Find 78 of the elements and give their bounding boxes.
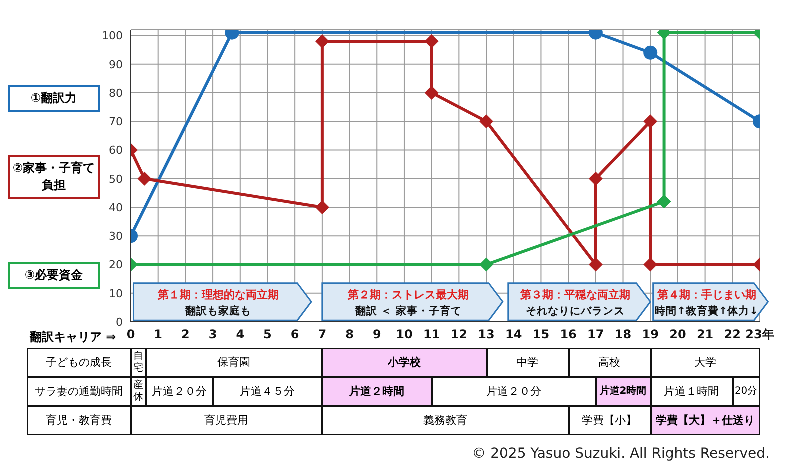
y-tick-label: 80 <box>109 86 123 100</box>
x-tick-label: 16 <box>560 328 577 342</box>
annotation: それなりにバランス <box>526 305 626 318</box>
x-tick-label: 15 <box>532 328 550 342</box>
y-tick-label: 0 <box>116 316 123 329</box>
text: 片道2時間 <box>596 377 651 406</box>
x-tick-label: 1 <box>154 328 163 342</box>
y-tick-label: 50 <box>109 172 123 186</box>
text: 学費【小】 <box>568 406 651 435</box>
band-label: 第１期：理想的な両立期 <box>157 288 280 302</box>
text: サラ妻の通勤時間 <box>27 377 131 406</box>
point <box>480 258 494 272</box>
text: 小学校 <box>322 348 486 377</box>
text: ③必要資金 <box>8 262 100 289</box>
text: ①翻訳力 <box>8 85 100 112</box>
point <box>657 194 672 209</box>
y-tick-label: 100 <box>102 30 123 43</box>
x-tick-label: 5 <box>264 328 272 342</box>
x-tick-label: 7 <box>318 328 327 342</box>
x-tick-label: 4 <box>236 328 245 342</box>
y-tick-label: 20 <box>109 258 123 272</box>
x-tick-label: 23年 <box>746 328 774 342</box>
y-tick-label: 60 <box>109 144 123 158</box>
text: 子どもの成長 <box>27 348 131 377</box>
x-tick-label: 3 <box>208 328 218 342</box>
text: 高校 <box>568 348 651 377</box>
text: 育児費用 <box>131 406 322 435</box>
x-axis-title: 翻訳キャリア ⇒ <box>30 329 116 346</box>
x-tick-label: 20 <box>670 328 686 342</box>
x-tick-label: 19 <box>642 328 659 342</box>
annotation: 翻訳も家庭も <box>184 304 252 318</box>
band-label: 第４期：手じまい期 <box>656 288 756 302</box>
point <box>424 86 439 100</box>
text: 片道４５分 <box>213 377 322 406</box>
text: 20分 <box>732 377 760 406</box>
x-tick-label: 17 <box>588 328 604 342</box>
x-tick-label: 2 <box>182 328 190 342</box>
y-tick-label: 90 <box>109 58 123 72</box>
text: 片道２時間 <box>322 377 432 406</box>
point <box>424 34 439 48</box>
band-label: 第２期：ストレス最大期 <box>347 288 470 302</box>
text: 中学 <box>486 348 569 377</box>
text: 片道２０分 <box>146 377 214 406</box>
text: 義務教育 <box>322 406 569 435</box>
x-tick-label: 21 <box>696 328 714 342</box>
x-tick-label: 9 <box>372 328 382 342</box>
x-tick-label: 6 <box>290 328 300 342</box>
x-tick-label: 14 <box>506 328 522 342</box>
point <box>644 258 658 272</box>
text: 産休 <box>131 377 146 406</box>
x-tick-label: 11 <box>423 328 440 342</box>
point <box>644 114 658 129</box>
text: 片道１時間 <box>650 377 733 406</box>
x-tick-label: 13 <box>478 328 495 342</box>
y-tick-label: 10 <box>109 287 123 300</box>
x-tick-label: 10 <box>396 328 413 342</box>
x-tick-label: 0 <box>126 328 136 342</box>
x-tick-label: 8 <box>346 328 354 342</box>
text: 大学 <box>650 348 760 377</box>
y-tick-label: 30 <box>109 230 123 244</box>
point <box>588 258 603 272</box>
y-tick-label: 40 <box>109 201 123 214</box>
text: 学費【大】＋仕送り <box>650 406 760 435</box>
band-label: 第３期：平穏な両立期 <box>520 288 631 302</box>
x-tick-label: 18 <box>614 328 632 342</box>
text: © 2025 Yasuo Suzuki. All Rights Reserved. <box>472 446 770 462</box>
text: 自宅 <box>131 348 146 377</box>
text: 保育園 <box>146 348 322 377</box>
x-tick-label: 12 <box>450 328 468 342</box>
text: 片道２０分 <box>432 377 596 406</box>
y-tick-label: 70 <box>109 116 123 129</box>
x-tick-label: 22 <box>724 328 742 342</box>
point <box>588 172 603 186</box>
point <box>480 114 494 129</box>
text: 育児・教育費 <box>27 406 131 435</box>
annotation: 時間↑教育費↑体力↓ <box>655 304 758 318</box>
text: ②家事・子育て負担 <box>8 155 100 199</box>
annotation: 翻訳 ＜ 家事・子育て <box>354 304 462 318</box>
